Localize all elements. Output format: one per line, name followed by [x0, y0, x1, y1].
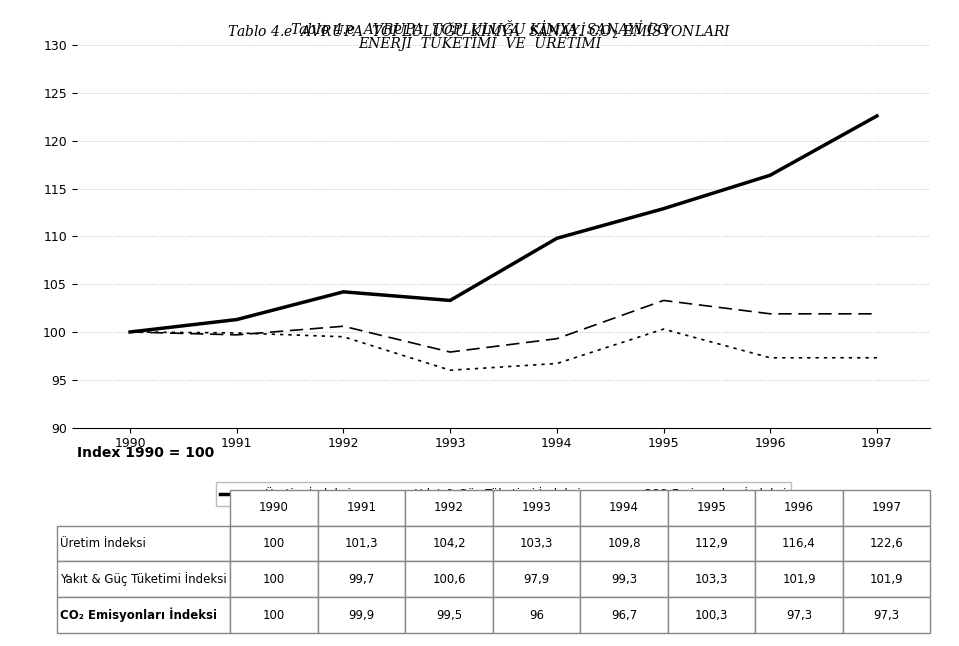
- Text: Tablo 4.e  AVRUPA  TOPLULUĞU KİMYA  SANAYİ CO: Tablo 4.e AVRUPA TOPLULUĞU KİMYA SANAYİ …: [291, 23, 668, 37]
- Text: Index 1990 = 100: Index 1990 = 100: [77, 446, 214, 460]
- Legend: Üretim İndeksi, Yakıt & Güç Tüketimi İndeksi, CO2 Emisyonları İndeksi: Üretim İndeksi, Yakıt & Güç Tüketimi İnd…: [216, 483, 791, 506]
- Text: Tablo 4.e  AVRUPA  TOPLULUĞU KİMYA  SANAYİ CO$_2$ EMİSYONLARI: Tablo 4.e AVRUPA TOPLULUĞU KİMYA SANAYİ …: [227, 21, 732, 41]
- Text: ENERJİ  TÜKETİMİ  VE  ÜRETİMİ: ENERJİ TÜKETİMİ VE ÜRETİMİ: [358, 34, 601, 50]
